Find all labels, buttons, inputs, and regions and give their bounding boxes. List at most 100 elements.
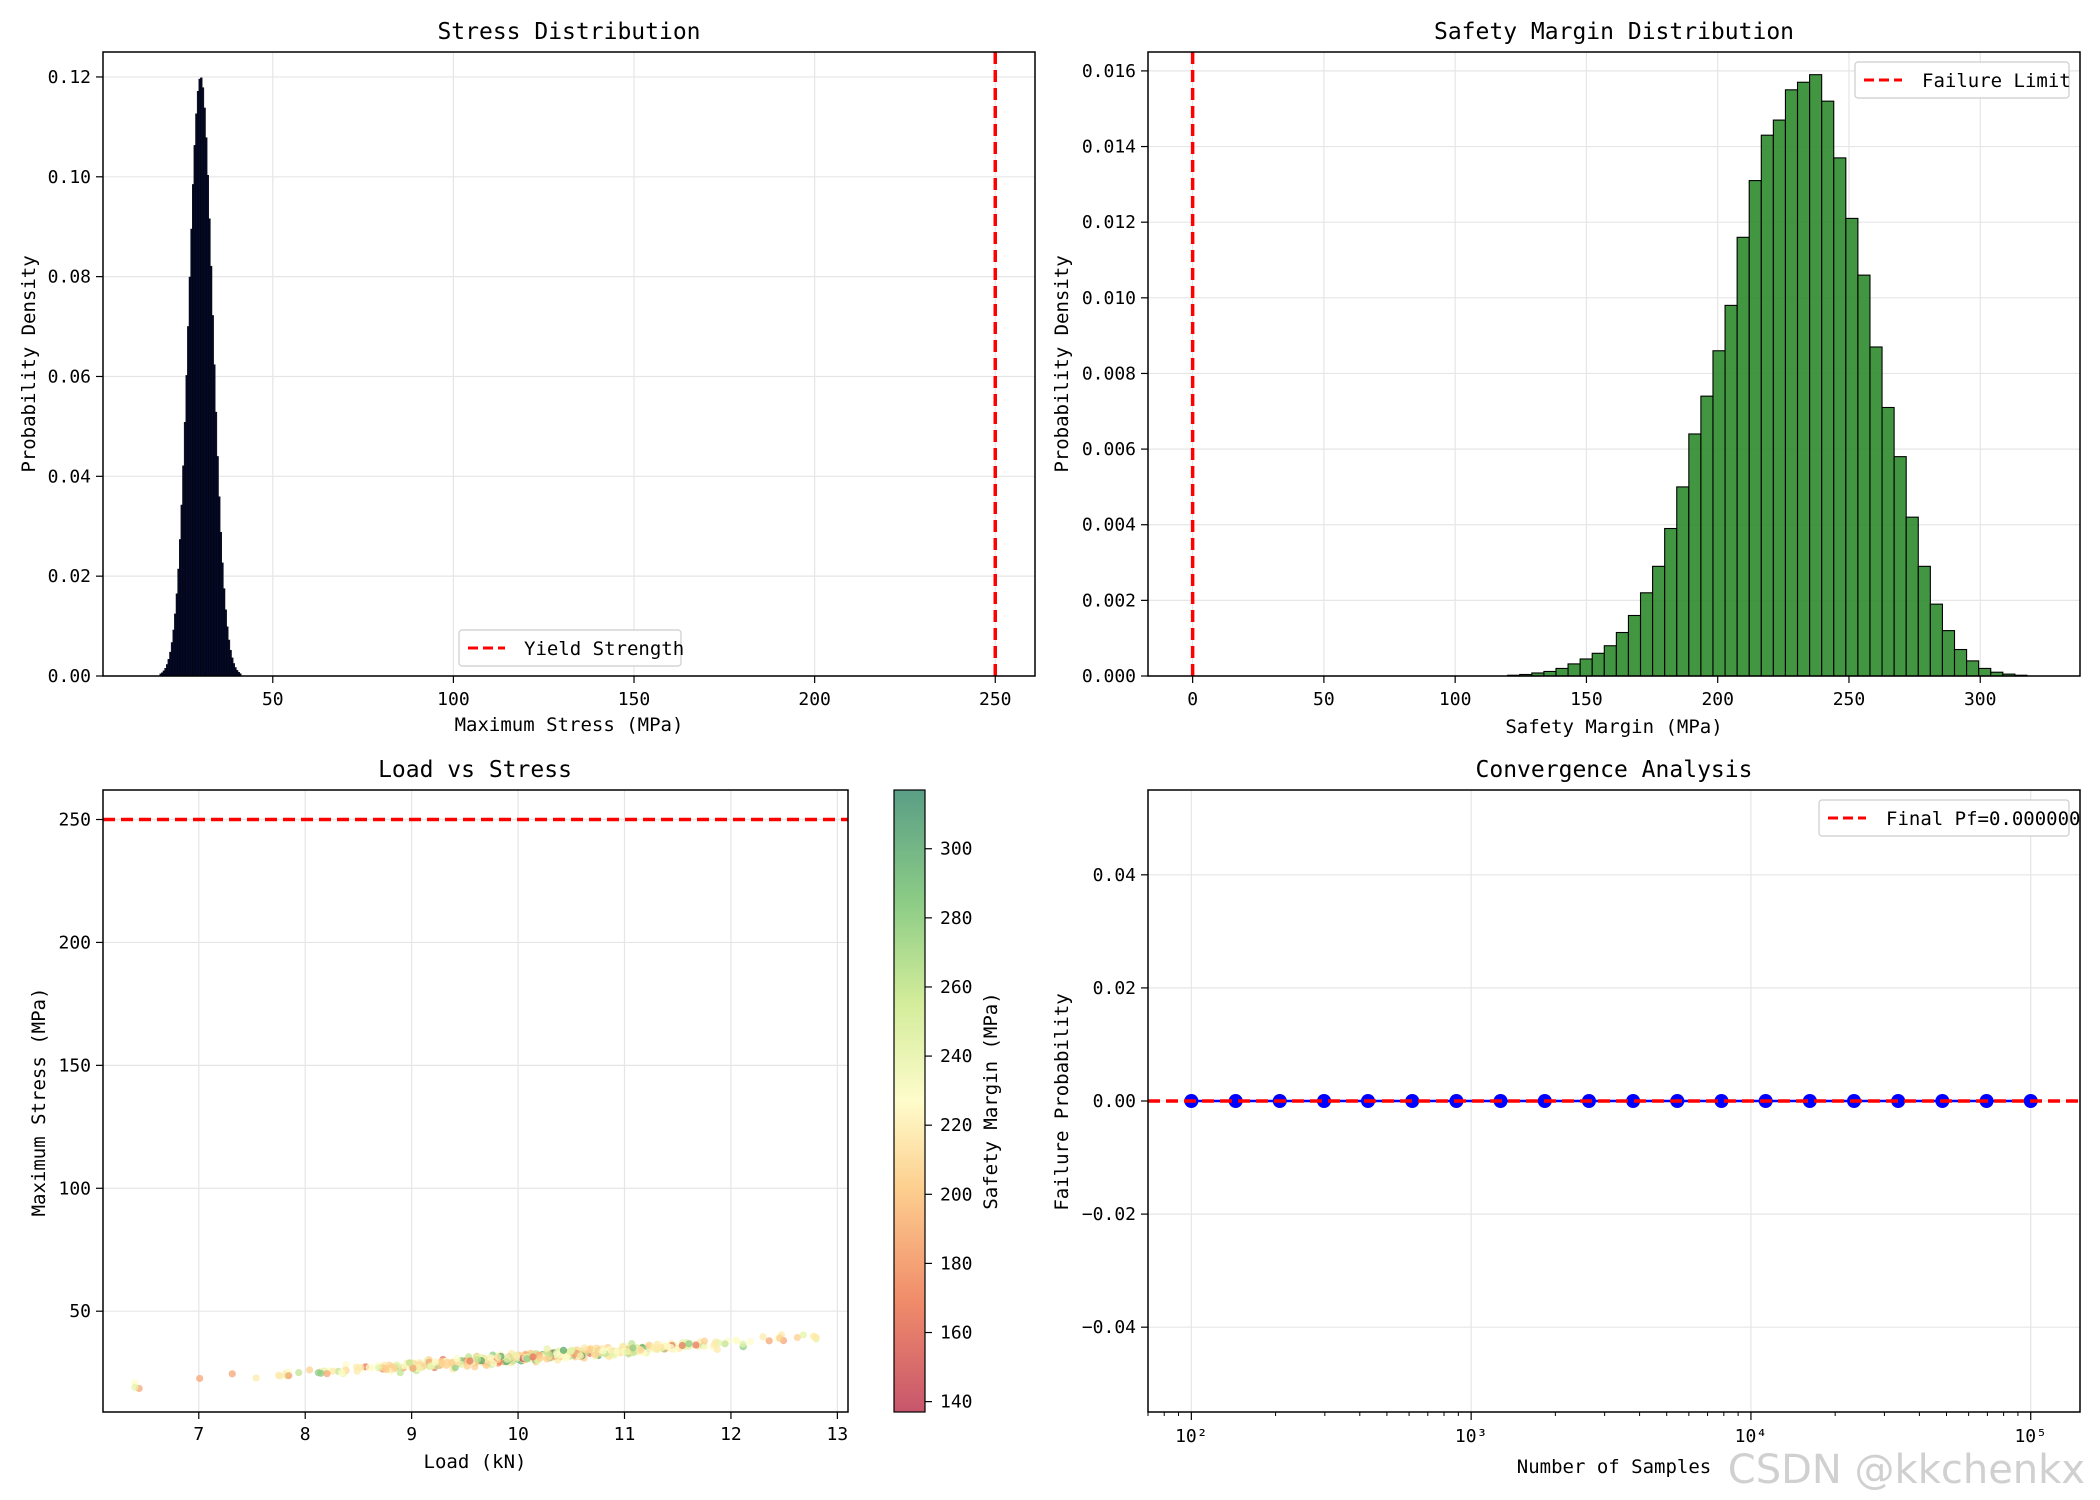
legend-box xyxy=(1854,61,2070,99)
histogram-bar xyxy=(1978,667,1992,677)
scatter-point xyxy=(295,1369,303,1377)
colorbar: 140 160 180 200 220 240 260 280 300 Safety Margi… xyxy=(893,789,1002,1413)
scatter-point xyxy=(721,1340,729,1348)
scatter-point xyxy=(252,1374,260,1382)
x-tick-label: 10⁵ xyxy=(2014,1426,2047,1447)
axis-ticks: 7 8 9 10 11 12 13 50 100 150 200 250 xyxy=(58,810,848,1445)
y-tick-label: 0.04 xyxy=(1093,865,1136,886)
chart-title: Safety Margin Distribution xyxy=(1434,19,1794,45)
colorbar-label: Safety Margin (MPa) xyxy=(980,992,1002,1209)
scatter-point xyxy=(405,1359,413,1367)
y-tick-label: 0.004 xyxy=(1082,515,1136,536)
y-tick-label: 0.02 xyxy=(1093,978,1136,999)
x-axis-label: Number of Samples xyxy=(1517,1456,1711,1478)
histogram-bar xyxy=(1966,660,1980,677)
histogram-bar xyxy=(1627,614,1642,677)
scatter-point xyxy=(580,1344,589,1352)
grid xyxy=(1148,52,2080,677)
axis-ticks: 50 100 150 200 250 0.00 0.02 0.04 0.06 0.08 0.10 0.… xyxy=(48,67,1012,710)
scatter-point xyxy=(317,1369,325,1377)
scatter-point xyxy=(559,1346,568,1354)
colorbar-tick-label: 220 xyxy=(940,1115,973,1136)
legend-box xyxy=(1818,799,2070,837)
scatter-point xyxy=(700,1337,709,1345)
grid xyxy=(103,790,848,1412)
scatter-point xyxy=(623,1348,631,1356)
x-tick-label: 8 xyxy=(300,1424,311,1445)
histogram-bar xyxy=(1579,658,1593,677)
x-tick-label: 10⁴ xyxy=(1735,1426,1768,1447)
convergence-point xyxy=(1405,1094,1420,1108)
histogram-bar xyxy=(1676,486,1690,677)
histogram-bar xyxy=(1953,648,1968,677)
watermark: CSDN @kkchenkx xyxy=(1728,1447,2085,1493)
histogram-bar xyxy=(1809,74,1823,677)
x-tick-label: 250 xyxy=(979,689,1012,710)
legend: Failure Limit xyxy=(1854,61,2071,99)
histogram-bar xyxy=(1917,565,1931,677)
scatter-point xyxy=(759,1333,767,1341)
scatter-point xyxy=(599,1347,607,1355)
histogram-bar xyxy=(1688,433,1702,677)
convergence-point xyxy=(1802,1094,1817,1108)
x-tick-label: 9 xyxy=(406,1424,417,1445)
colorbar-ticks: 140 160 180 200 220 240 260 280 300 xyxy=(925,839,973,1413)
legend-entry: Final Pf=0.000000 xyxy=(1886,808,2080,830)
y-tick-label: 0.014 xyxy=(1082,137,1136,158)
scatter-point xyxy=(799,1331,807,1339)
histogram-bar xyxy=(1724,304,1738,677)
x-axis-label: Safety Margin (MPa) xyxy=(1505,716,1722,738)
legend: Yield Strength xyxy=(458,629,684,667)
scatter-point xyxy=(561,1354,570,1362)
scatter-point xyxy=(338,1369,346,1377)
histogram-bar xyxy=(1772,119,1786,677)
scatter-point xyxy=(471,1363,479,1371)
x-tick-label: 100 xyxy=(437,689,470,710)
y-tick-label: 0.06 xyxy=(48,366,91,387)
y-tick-label: 0.010 xyxy=(1082,288,1136,309)
histogram-bar xyxy=(1905,516,1919,677)
scatter-point xyxy=(523,1355,531,1363)
y-tick-label: 0.10 xyxy=(48,167,91,188)
x-tick-label: 50 xyxy=(262,689,284,710)
safety-margin-histogram xyxy=(1507,74,2028,677)
grid xyxy=(103,52,1035,677)
y-tick-label: 150 xyxy=(58,1055,91,1076)
scatter-point xyxy=(323,1370,331,1378)
histogram-bar xyxy=(1748,180,1762,677)
histogram-bar xyxy=(1591,652,1605,677)
scatter-point xyxy=(812,1333,820,1342)
x-tick-label: 250 xyxy=(1833,689,1866,710)
histogram-bar xyxy=(1639,592,1654,677)
x-tick-label: 100 xyxy=(1439,689,1472,710)
y-tick-label: 250 xyxy=(58,810,91,831)
scatter-point xyxy=(276,1372,284,1380)
histogram-bar xyxy=(1784,89,1799,677)
scatter-point xyxy=(375,1364,383,1372)
y-tick-label: 0.00 xyxy=(1093,1091,1136,1112)
histogram-bar xyxy=(1567,663,1581,677)
scatter-point xyxy=(329,1367,337,1375)
scatter-point xyxy=(448,1358,456,1367)
scatter-point xyxy=(543,1345,551,1353)
scatter-point xyxy=(342,1360,350,1369)
y-tick-label: 50 xyxy=(69,1301,91,1322)
safety-margin-panel: 0 50 100 150 200 250 300 0.000 0.002 0.004 0.006 0.… xyxy=(1051,19,2081,738)
scatter-point xyxy=(765,1337,773,1345)
scatter-point xyxy=(466,1357,474,1365)
scatter-point xyxy=(613,1347,621,1356)
scatter-point xyxy=(473,1355,482,1363)
scatter-point xyxy=(732,1337,740,1345)
y-tick-label: 0.00 xyxy=(48,666,91,687)
histogram-bar xyxy=(1615,631,1629,677)
scatter-point xyxy=(382,1365,391,1374)
scatter-point xyxy=(391,1364,399,1372)
colorbar-tick-label: 160 xyxy=(940,1323,973,1344)
histogram-bar xyxy=(1796,81,1811,677)
convergence-panel: 10² 10³ 10⁴ 10⁵ −0.04 −0.02 0.00 0.02 0.04 Conve… xyxy=(1051,757,2081,1478)
scatter-point xyxy=(591,1351,600,1359)
plot-frame xyxy=(102,51,1036,677)
histogram-bar xyxy=(1893,456,1907,677)
histogram-bar xyxy=(1652,565,1666,677)
